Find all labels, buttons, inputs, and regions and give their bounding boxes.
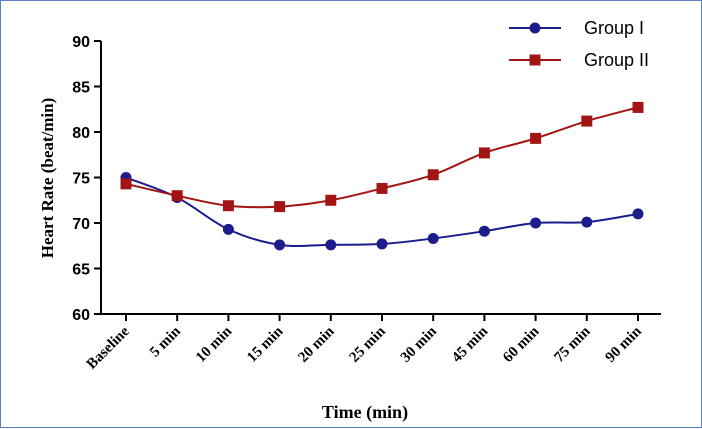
legend-group-1-label: Group I bbox=[584, 18, 644, 38]
group-2-point bbox=[222, 200, 234, 212]
x-tick-label: 5 min bbox=[147, 323, 184, 360]
y-tick-label: 70 bbox=[72, 216, 90, 233]
x-tick-label: 45 min bbox=[449, 323, 492, 366]
group-1-point bbox=[427, 232, 439, 244]
x-tick-label: 90 min bbox=[603, 323, 646, 366]
group-1-point bbox=[325, 239, 337, 251]
y-axis-ticks: 60 65 70 75 80 85 90 bbox=[72, 34, 101, 324]
group-2-point bbox=[581, 115, 593, 127]
x-tick-label: 75 min bbox=[551, 323, 594, 366]
group-2-point bbox=[427, 169, 439, 181]
x-tick-label: 60 min bbox=[500, 323, 543, 366]
x-axis-ticks: Baseline 5 min 10 min 15 min 20 min 25 min 30 … bbox=[84, 314, 645, 373]
x-tick-label: Baseline bbox=[84, 323, 133, 372]
legend-group-2-marker bbox=[529, 54, 541, 66]
y-tick-label: 65 bbox=[72, 262, 90, 279]
data-series bbox=[120, 101, 644, 251]
x-tick-label: 30 min bbox=[398, 323, 441, 366]
group-1-point bbox=[478, 225, 490, 237]
group-1-point bbox=[632, 208, 644, 220]
group-1-point bbox=[581, 216, 593, 228]
y-tick-label: 75 bbox=[72, 171, 90, 188]
x-tick-label: 20 min bbox=[295, 323, 338, 366]
group-1-point bbox=[274, 239, 286, 251]
group-1-point bbox=[376, 238, 388, 250]
group-2-point bbox=[274, 201, 286, 213]
x-tick-label: 25 min bbox=[347, 323, 390, 366]
group-2-point bbox=[120, 178, 132, 190]
group-2-point bbox=[325, 194, 337, 206]
group-1-point bbox=[222, 223, 234, 235]
x-tick-label: 15 min bbox=[244, 323, 287, 366]
y-tick-label: 60 bbox=[72, 307, 90, 324]
y-tick-label: 80 bbox=[72, 125, 90, 142]
legend: Group I Group II bbox=[509, 18, 649, 70]
group-2-point bbox=[530, 132, 542, 144]
x-tick-label: 10 min bbox=[193, 323, 236, 366]
y-tick-label: 85 bbox=[72, 80, 90, 97]
group-2-point bbox=[376, 182, 388, 194]
axes bbox=[100, 41, 661, 315]
group-2-point bbox=[632, 101, 644, 113]
legend-group-1-marker bbox=[529, 22, 541, 34]
group-2-point bbox=[171, 190, 183, 202]
x-axis-label: Time (min) bbox=[322, 402, 408, 423]
y-tick-label: 90 bbox=[72, 34, 90, 51]
group-1-point bbox=[530, 217, 542, 229]
group-2-point bbox=[478, 147, 490, 159]
y-axis-label: Heart Rate (beat/min) bbox=[38, 98, 57, 259]
legend-group-2-label: Group II bbox=[584, 50, 649, 70]
